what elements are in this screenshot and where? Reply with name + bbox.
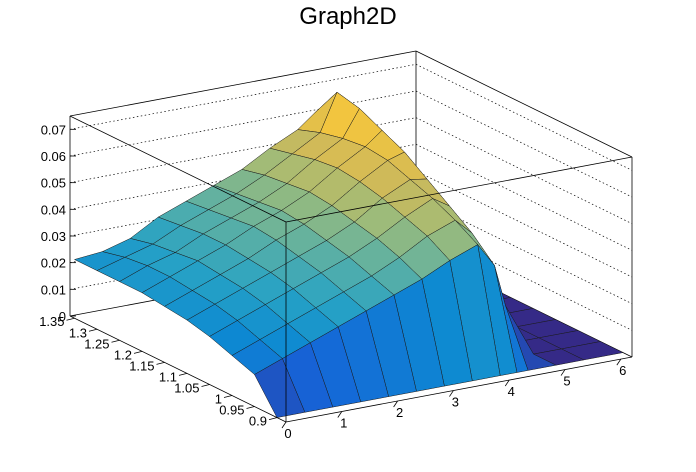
box-edge — [69, 115, 287, 223]
x-tick-label: 6 — [619, 363, 626, 378]
x-tick-mark — [281, 421, 287, 429]
z-grid-line — [415, 90, 633, 198]
x-tick-mark — [337, 411, 343, 418]
x-tick-label: 5 — [563, 374, 570, 389]
z-grid-line — [69, 90, 417, 157]
z-grid-line — [415, 144, 633, 251]
z-tick-label: 0 — [59, 309, 66, 324]
x-tick-label: 3 — [452, 395, 459, 410]
box-edge — [285, 156, 633, 223]
x-tick-label: 1 — [340, 416, 347, 431]
box-edge — [69, 315, 287, 423]
x-tick-mark — [449, 390, 454, 397]
y-tick-mark — [156, 361, 165, 365]
z-tick-label: 0.06 — [41, 149, 66, 164]
y-tick-label: 1.2 — [114, 347, 132, 362]
y-tick-mark — [66, 317, 75, 321]
y-tick-label: 0.95 — [219, 403, 244, 418]
y-tick-label: 1.3 — [69, 325, 87, 340]
y-tick-mark — [111, 339, 120, 343]
y-tick-label: 1.15 — [129, 358, 154, 373]
x-tick-mark — [560, 369, 566, 376]
z-grid-line — [415, 170, 633, 278]
y-tick-mark — [246, 406, 255, 409]
chart-title: Graph2D — [299, 3, 396, 30]
z-grid-line — [69, 63, 417, 130]
y-tick-mark — [88, 328, 98, 332]
x-tick-label: 4 — [508, 384, 515, 399]
y-tick-label: 1.1 — [159, 369, 177, 384]
box-front-frame — [69, 115, 633, 423]
y-tick-mark — [201, 384, 210, 387]
y-tick-mark — [133, 350, 143, 354]
x-tick-mark — [616, 358, 622, 366]
x-axis-ticks: 0 1 2 3 4 5 6 — [281, 358, 626, 441]
z-tick-label: 0.04 — [41, 202, 66, 217]
z-grid-line — [415, 64, 633, 171]
y-tick-label: 1.25 — [84, 336, 109, 351]
box-edge — [69, 50, 417, 117]
x-tick-mark — [504, 379, 510, 387]
surface-mesh — [73, 91, 624, 418]
z-grid-line — [415, 117, 633, 224]
z-axis-ticks: 0 0.01 0.02 0.03 0.04 0.05 0.06 0.07 — [41, 122, 76, 324]
x-tick-label: 0 — [284, 426, 291, 441]
box-edge — [415, 50, 633, 158]
y-tick-label: 0.9 — [249, 414, 267, 429]
y-tick-mark — [223, 395, 233, 398]
z-tick-label: 0.01 — [41, 282, 66, 297]
x-tick-label: 2 — [396, 405, 403, 420]
surface-cell — [254, 358, 306, 418]
z-tick-label: 0.05 — [41, 176, 66, 191]
z-tick-label: 0.03 — [41, 229, 66, 244]
y-axis-ticks: 0.9 0.951 1.051.1 1.151.2 1.251.3 1.35 — [39, 314, 278, 429]
z-tick-label: 0.02 — [41, 256, 66, 271]
y-tick-mark — [178, 373, 188, 376]
y-tick-mark — [268, 417, 278, 420]
y-tick-label: 1.05 — [174, 381, 199, 396]
x-tick-mark — [393, 400, 398, 408]
z-tick-label: 0.07 — [41, 122, 66, 137]
y-tick-label: 1 — [215, 392, 222, 407]
box-edge — [285, 356, 633, 423]
y-tick-label: 1.35 — [39, 314, 64, 329]
